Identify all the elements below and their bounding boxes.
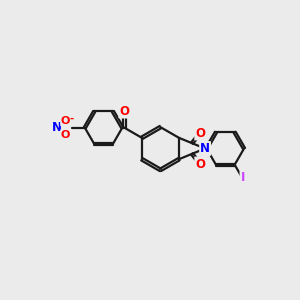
Text: -: - xyxy=(69,114,73,124)
Text: N: N xyxy=(52,121,62,134)
Text: O: O xyxy=(195,158,205,170)
Text: O: O xyxy=(119,105,129,118)
Text: I: I xyxy=(241,171,245,184)
Text: N: N xyxy=(200,142,210,155)
Text: O: O xyxy=(61,130,70,140)
Text: O: O xyxy=(61,116,70,126)
Text: O: O xyxy=(195,127,205,140)
